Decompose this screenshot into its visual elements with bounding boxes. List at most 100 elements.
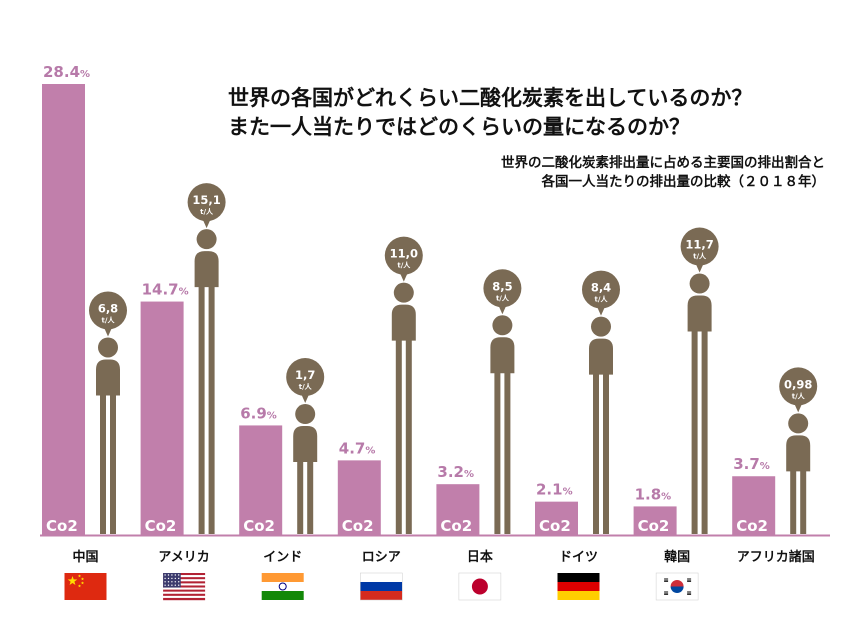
person-leg — [593, 373, 599, 534]
flag-star — [167, 577, 170, 580]
japan-flag-icon — [458, 572, 502, 601]
flag-star — [178, 584, 180, 586]
person-head — [591, 316, 611, 337]
share-bar — [140, 301, 184, 535]
flag-stripe — [163, 585, 206, 588]
bar-co2-label: Co2 — [46, 517, 78, 535]
south-korea-flag-icon — [655, 572, 699, 601]
country-label: ロシア — [362, 550, 401, 565]
per-capita-value-label: 8,5 — [492, 279, 512, 293]
usa-flag-icon — [163, 573, 206, 601]
speech-bubble-tail — [695, 263, 704, 273]
person-head — [393, 282, 414, 303]
person-leg — [800, 470, 807, 534]
person-leg — [790, 470, 797, 534]
flag-band — [557, 573, 600, 582]
person-leg — [208, 286, 215, 534]
per-capita-unit-label: t/人 — [200, 207, 214, 216]
speech-bubble — [384, 236, 423, 275]
speech-bubble-tail — [399, 272, 408, 282]
person-leg — [603, 373, 609, 534]
flag-band — [261, 591, 304, 600]
flag-stripe — [163, 595, 206, 599]
flag-band — [360, 573, 403, 582]
flag-border — [360, 572, 403, 601]
country-label: アフリカ諸国 — [737, 549, 815, 565]
germany-flag-icon — [557, 573, 600, 600]
person-leg — [307, 461, 314, 534]
bar-co2-label: Co2 — [243, 517, 275, 535]
person-torso — [786, 435, 811, 472]
per-capita-unit-label: t/人 — [693, 252, 707, 261]
flag-star — [80, 581, 85, 585]
person-head — [492, 315, 513, 336]
per-capita-value-label: 11,7 — [685, 238, 713, 252]
speech-bubble — [286, 358, 325, 397]
speech-bubble — [582, 270, 620, 309]
person-icon — [96, 337, 120, 534]
per-capita-value-label: 6,8 — [98, 301, 118, 315]
flag-star — [178, 577, 180, 580]
flag-star — [67, 576, 78, 586]
flag-stripe — [163, 573, 206, 576]
flag-stripe — [163, 579, 206, 582]
person-leg — [494, 372, 501, 534]
person-head — [196, 229, 217, 250]
person-torso — [293, 426, 318, 463]
flag-stripe — [163, 581, 206, 584]
per-capita-value-label: 8,4 — [591, 281, 611, 295]
flag-trigram — [687, 592, 692, 594]
flag-star — [167, 584, 170, 586]
flag-band — [360, 591, 403, 600]
share-percent-label: 2.1% — [536, 481, 573, 499]
flag-trigram — [664, 592, 669, 594]
person-icon — [589, 316, 613, 534]
flag-star — [77, 574, 82, 578]
flag-star — [171, 574, 173, 576]
per-capita-unit-label: t/人 — [102, 315, 116, 324]
per-capita-value-label: 0,98 — [784, 377, 812, 391]
flag-stripe — [163, 589, 206, 592]
chart-title-line2: また一人当たりではどのくらいの量になるのか？ — [228, 115, 690, 139]
country-label: ドイツ — [559, 550, 598, 565]
speech-bubble-tail — [794, 403, 803, 413]
flag-disc — [471, 578, 488, 595]
flag-star — [178, 574, 180, 576]
share-bar — [633, 506, 677, 535]
russia-flag-icon — [360, 572, 403, 601]
person-leg — [100, 394, 106, 534]
country-label: 中国 — [72, 549, 98, 565]
person-icon — [490, 315, 515, 534]
china-flag-icon — [64, 573, 107, 600]
person-icon — [293, 404, 318, 534]
speech-bubble-tail — [104, 327, 112, 337]
person-icon — [194, 229, 219, 534]
speech-bubble — [483, 269, 522, 308]
flag-star — [174, 584, 176, 586]
flag-field — [64, 573, 107, 600]
flag-trigram — [664, 581, 669, 582]
person-torso — [687, 295, 712, 332]
country-label: アメリカ — [158, 550, 209, 565]
share-bar — [732, 476, 776, 535]
country-label: 日本 — [467, 549, 493, 565]
speech-bubble-tail — [301, 394, 310, 404]
person-head — [98, 337, 118, 358]
speech-bubble — [187, 183, 226, 222]
person-torso — [194, 251, 219, 288]
bar-co2-label: Co2 — [736, 517, 768, 535]
share-percent-label: 3.2% — [437, 463, 474, 481]
person-torso — [391, 304, 416, 341]
per-capita-value-label: 11,0 — [390, 247, 418, 261]
flag-stripe — [163, 575, 206, 578]
person-icon — [391, 282, 416, 534]
flag-star — [171, 577, 173, 580]
speech-bubble — [779, 367, 818, 406]
per-capita-unit-label: t/人 — [792, 391, 806, 400]
per-capita-unit-label: t/人 — [299, 382, 313, 391]
flag-star — [178, 581, 180, 583]
flag-band — [360, 582, 403, 591]
bar-co2-label: Co2 — [539, 517, 571, 535]
